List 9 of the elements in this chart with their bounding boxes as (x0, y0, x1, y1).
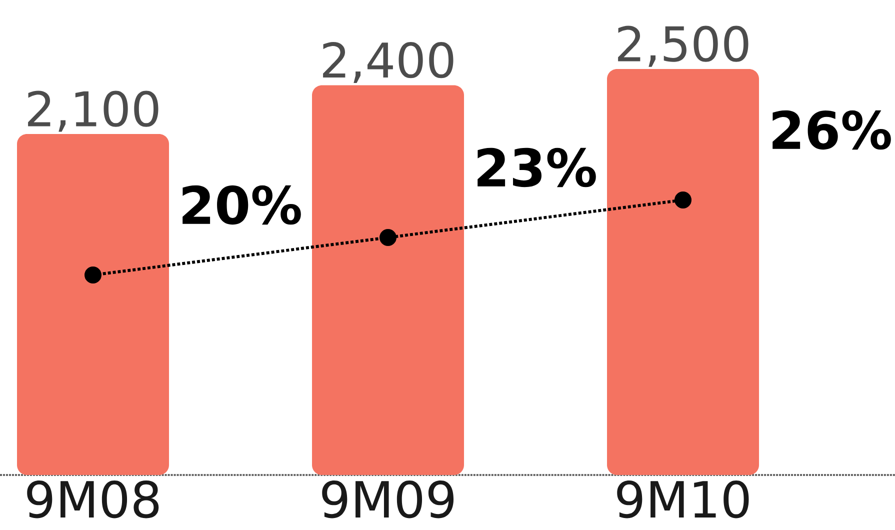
data-label: 2,500 (618, 26, 748, 67)
data-label: 26% (772, 110, 891, 150)
data-label: 2,100 (28, 90, 158, 132)
data-label: 2,400 (323, 42, 454, 84)
data-label: 20% (182, 185, 301, 225)
x-tick-label: 9M09 (322, 480, 454, 518)
x-tick-label: 9M10 (617, 480, 749, 518)
x-tick-label: 9M08 (27, 480, 159, 518)
data-label: 23% (478, 148, 596, 188)
